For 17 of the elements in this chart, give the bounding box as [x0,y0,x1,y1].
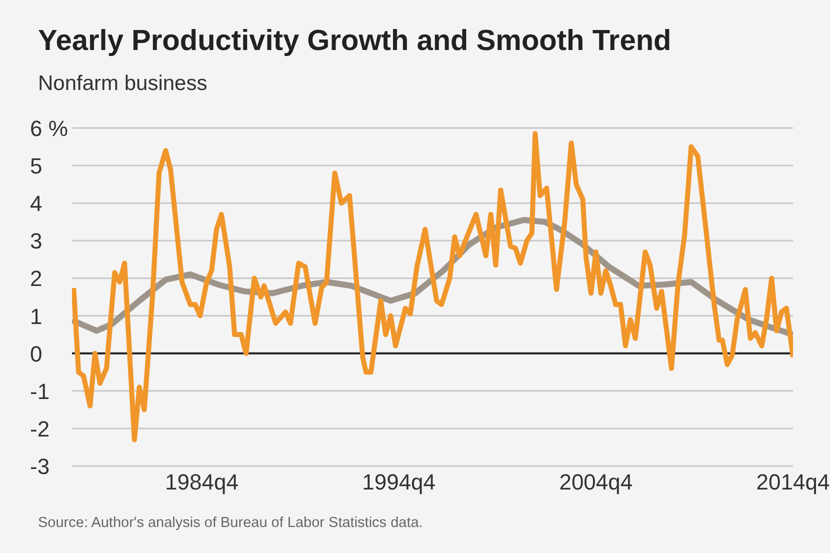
chart-subtitle: Nonfarm business [38,72,208,96]
x-tick-label: 1994q4 [362,470,436,495]
y-tick-label: 0 [30,341,42,366]
chart-title: Yearly Productivity Growth and Smooth Trend [38,25,672,58]
x-tick-label: 2014q4 [756,470,830,495]
y-tick-label: -3 [30,454,50,479]
y-tick-label: -1 [30,378,50,404]
y-tick-label: 4 [30,191,42,216]
y-tick-label: 2 [30,266,42,292]
y-tick-label: -2 [30,416,50,442]
x-tick-label: 1984q4 [165,470,238,495]
y-tick-label: 3 [30,228,42,254]
y-tick-label: 1 [30,304,42,329]
y-tick-label: 6 % [30,116,68,141]
x-tick-label: 2004q4 [559,470,633,495]
y-tick-label: 5 [30,154,42,179]
source-note: Source: Author's analysis of Bureau of Labor Statistics data. [38,515,423,531]
